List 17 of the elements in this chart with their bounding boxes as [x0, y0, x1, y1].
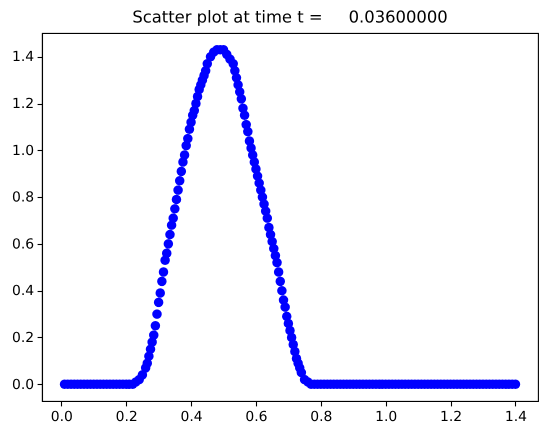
y-tick-label: 0.0 [12, 376, 34, 393]
x-tick-label: 1.2 [440, 408, 462, 425]
y-tick-label: 0.8 [12, 190, 34, 206]
y-tick-label: 0.4 [12, 283, 34, 300]
y-tick-label: 1.2 [12, 96, 34, 112]
x-tick-label: 0.0 [50, 408, 73, 425]
chart-title: Scatter plot at time t = 0.03600000 [132, 8, 448, 27]
y-tick-label: 0.2 [12, 330, 34, 346]
x-tick-label: 0.2 [116, 408, 138, 425]
x-tick-label: 0.4 [180, 408, 203, 425]
x-tick-label: 1.0 [375, 408, 398, 425]
x-tick-label: 1.4 [504, 408, 528, 425]
x-tick-label: 0.6 [245, 408, 268, 425]
y-tick-label: 1.0 [12, 142, 34, 159]
y-tick-label: 0.6 [12, 236, 34, 252]
x-tick-label: 0.8 [310, 408, 332, 425]
y-tick-label: 1.4 [12, 49, 34, 66]
